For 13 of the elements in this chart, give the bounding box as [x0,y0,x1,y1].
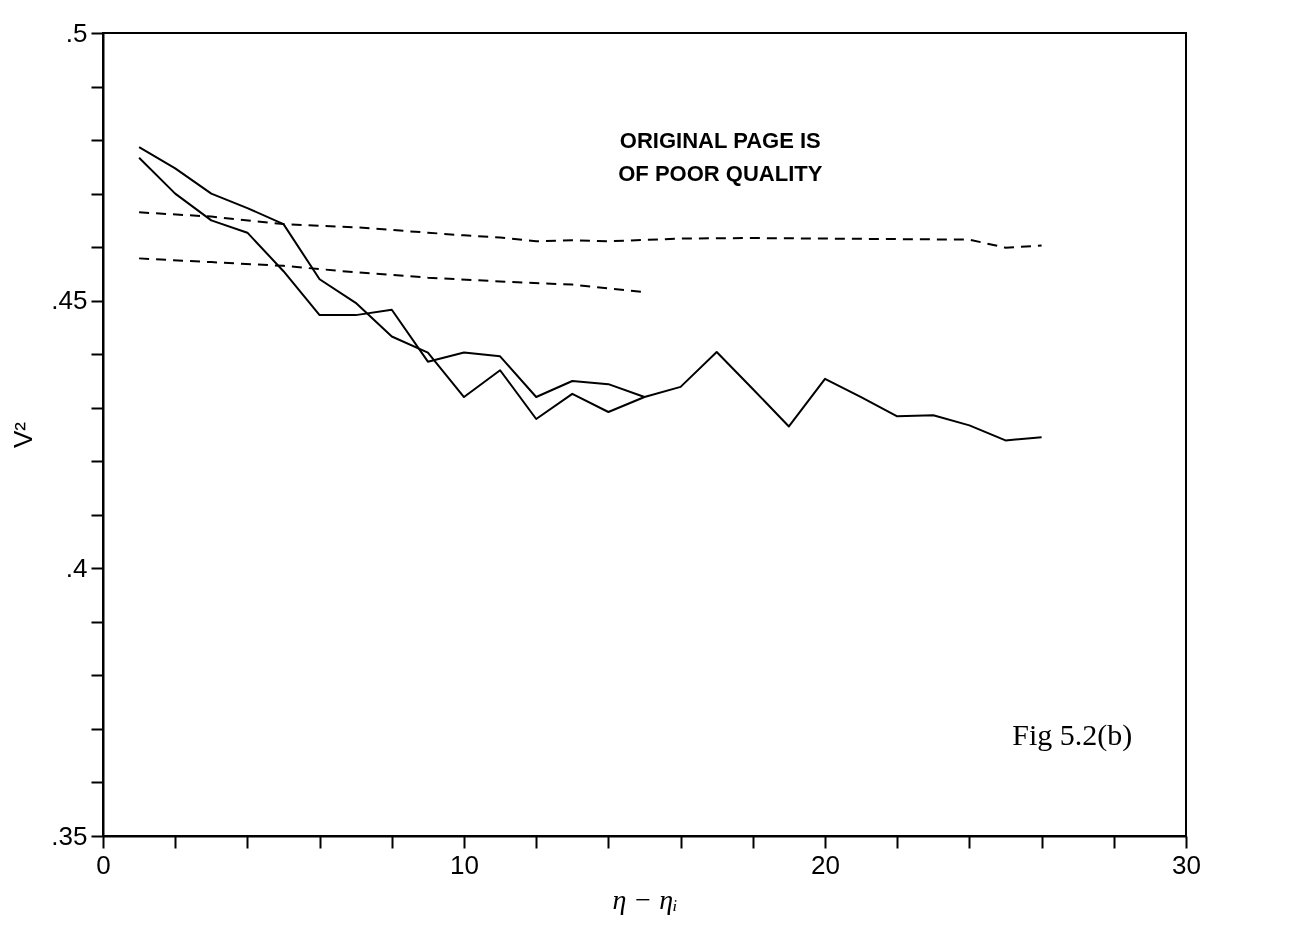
annotation: OF POOR QUALITY [618,160,823,186]
x-tick-label: 0 [96,849,111,880]
annotation: Fig 5.2(b) [1012,717,1133,752]
x-axis-title: η − ηᵢ [612,883,678,915]
x-tick-label: 10 [450,849,479,880]
y-tick-label: .5 [65,17,88,48]
y-axis-title: V² [8,421,39,448]
y-tick-label: .45 [51,285,88,316]
annotation: ORIGINAL PAGE IS [619,128,821,154]
x-tick-label: 20 [811,849,840,880]
y-tick-label: .4 [65,552,88,583]
y-tick-label: .35 [51,820,88,851]
x-tick-label: 30 [1172,849,1201,880]
